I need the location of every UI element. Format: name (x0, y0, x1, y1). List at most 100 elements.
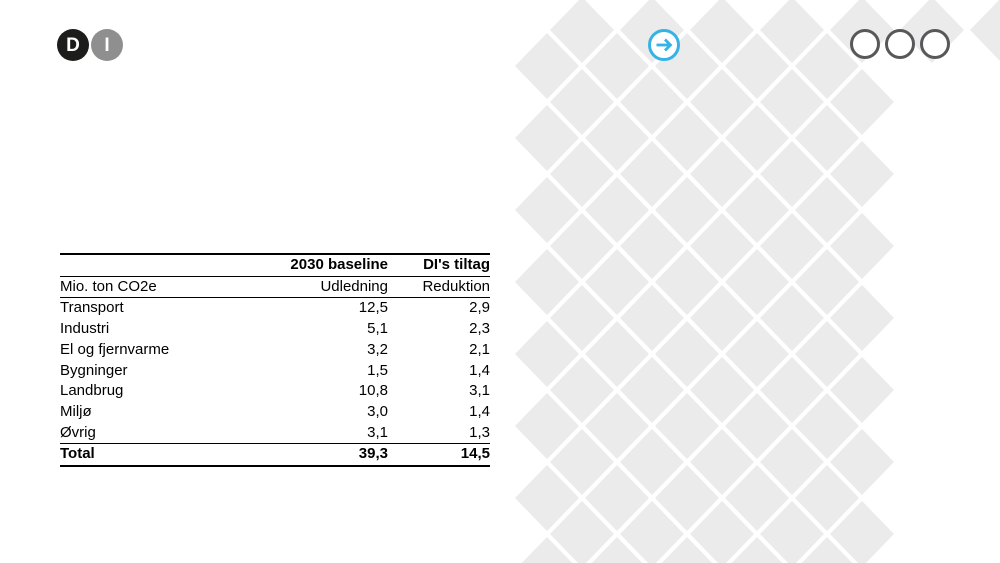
diamond-shape (760, 501, 824, 563)
header-udledning: Udledning (228, 276, 388, 299)
circle-outline-icon (850, 29, 880, 59)
diamond-shape (725, 321, 789, 387)
diamond-shape (830, 429, 894, 495)
logo-circle-d: D (57, 29, 89, 61)
logo-letter-d: D (66, 34, 80, 56)
row-value: 3,0 (367, 402, 388, 420)
diamond-shape (655, 321, 719, 387)
diamond-shape (585, 321, 649, 387)
diamond-shape (655, 465, 719, 531)
diamond-shape (830, 141, 894, 207)
diamond-shape (620, 213, 684, 279)
diamond-shape (690, 141, 754, 207)
diamond-shape (550, 69, 614, 135)
diamond-shape (515, 393, 579, 459)
row-value: 2,9 (469, 299, 490, 317)
diamond-shape (585, 249, 649, 315)
row-label: Miljø (60, 402, 92, 420)
header-empty-cell (60, 254, 228, 277)
table-row: Miljø 3,0 1,4 (60, 402, 490, 423)
diamond-shape (515, 321, 579, 387)
row-label: Transport (60, 299, 124, 317)
row-value: 3,1 (367, 423, 388, 441)
table-row: Transport 12,5 2,9 (60, 298, 490, 319)
diamond-shape (550, 141, 614, 207)
diamond-shape (585, 177, 649, 243)
header-reduktion: Reduktion (388, 276, 490, 299)
table-row: Bygninger 1,5 1,4 (60, 361, 490, 382)
diamond-shape (585, 465, 649, 531)
diamond-shape (760, 141, 824, 207)
diamond-shape (830, 357, 894, 423)
diamond-shape (725, 177, 789, 243)
header-2030-baseline: 2030 baseline (228, 254, 388, 277)
diamond-shape (515, 105, 579, 171)
table-row: Industri 5,1 2,3 (60, 319, 490, 340)
row-label: Bygninger (60, 361, 128, 379)
next-arrow-button[interactable] (646, 27, 682, 63)
diamond-shape (690, 69, 754, 135)
header-dis-tiltag: DI's tiltag (388, 254, 490, 277)
decorative-circles (850, 29, 950, 59)
diamond-shape (690, 429, 754, 495)
diamond-shape (690, 357, 754, 423)
diamond-shape (620, 501, 684, 563)
diamond-shape (801, 537, 853, 563)
diamond-shape (550, 429, 614, 495)
arrow-right-circle-icon (648, 29, 680, 61)
row-value: 3,1 (469, 382, 490, 400)
di-logo: D I (57, 29, 123, 61)
diamond-shape (515, 33, 579, 99)
row-value: 2,1 (469, 340, 490, 358)
diamond-shape (760, 213, 824, 279)
table-row: El og fjernvarme 3,2 2,1 (60, 340, 490, 361)
row-value: 1,3 (469, 423, 490, 441)
diamond-shape (725, 249, 789, 315)
diamond-shape (585, 393, 649, 459)
row-label: El og fjernvarme (60, 340, 170, 358)
diamond-shape (830, 285, 894, 351)
diamond-shape (690, 501, 754, 563)
diamond-shape (550, 357, 614, 423)
row-value: 10,8 (358, 382, 388, 400)
total-label: Total (60, 443, 228, 467)
diamond-shape (515, 465, 579, 531)
diamond-shape (690, 285, 754, 351)
diamond-shape (620, 0, 684, 63)
table-header-row-top: 2030 baseline DI's tiltag (60, 254, 490, 277)
row-label: Landbrug (60, 382, 124, 400)
diamond-shape (620, 285, 684, 351)
diamond-shape (655, 249, 719, 315)
row-value: 1,5 (367, 361, 388, 379)
diamond-shape (970, 0, 1000, 61)
row-value: 12,5 (358, 299, 388, 317)
diamond-shape (725, 393, 789, 459)
logo-circle-i: I (91, 29, 123, 61)
row-value: 5,1 (367, 320, 388, 338)
diamond-shape (731, 537, 783, 563)
table-header-row-sub: Mio. ton CO2e Udledning Reduktion (60, 276, 490, 299)
diamond-shape (830, 69, 894, 135)
diamond-shape (690, 213, 754, 279)
diamond-shape (521, 537, 573, 563)
diamond-shape (550, 0, 614, 63)
diamond-shape (830, 213, 894, 279)
diamond-shape (661, 537, 713, 563)
row-label: Industri (60, 320, 110, 338)
emissions-table: 2030 baseline DI's tiltag Mio. ton CO2e … (60, 253, 490, 468)
diamond-shape (515, 177, 579, 243)
total-reduktion: 14,5 (388, 443, 490, 467)
total-udledning: 39,3 (228, 443, 388, 467)
diamond-shape (515, 249, 579, 315)
diamond-shape (620, 141, 684, 207)
table-row: Landbrug 10,8 3,1 (60, 381, 490, 402)
row-value: 1,4 (469, 402, 490, 420)
diamond-shape (725, 33, 789, 99)
diamond-shape (760, 0, 824, 63)
diamond-shape (550, 213, 614, 279)
row-value: 3,2 (367, 340, 388, 358)
row-value: 2,3 (469, 320, 490, 338)
diamond-shape (795, 105, 859, 171)
